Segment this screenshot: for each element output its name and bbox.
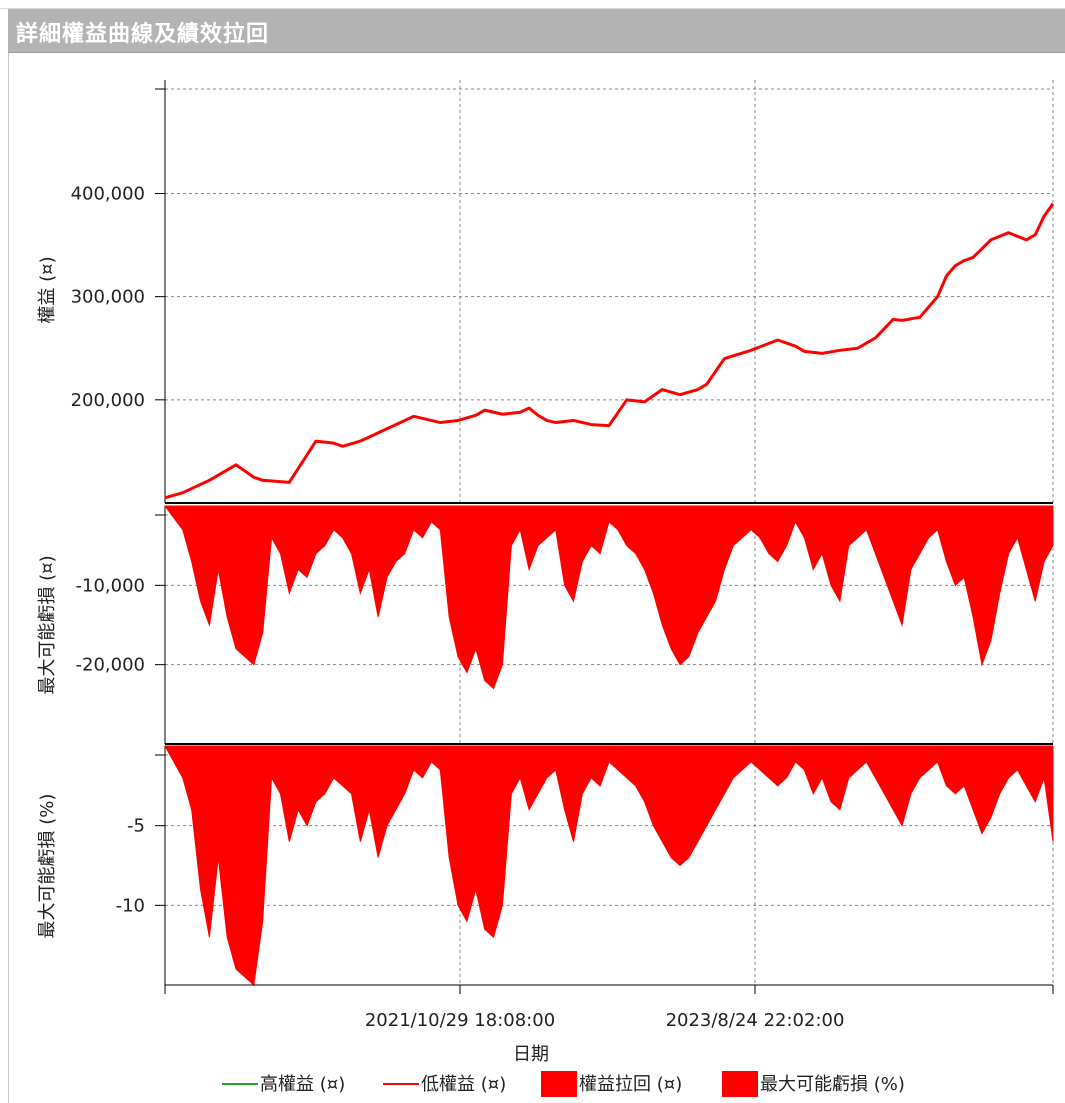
- legend-label: 高權益 (¤): [260, 1074, 345, 1095]
- panel-titlebar: 詳細權益曲線及績效拉回: [8, 9, 1065, 53]
- y-tick-label: 400,000: [71, 183, 145, 204]
- y-tick-label: -10,000: [76, 575, 145, 596]
- y-tick-label: -20,000: [76, 655, 145, 676]
- panel-border: [8, 53, 9, 1103]
- y-axis-label: 最大可能虧損 (%): [37, 794, 58, 939]
- chart-panel-1: 200,000 300,000 400,000 權益 (¤): [37, 80, 1055, 504]
- y-axis-label: 權益 (¤): [37, 256, 58, 323]
- legend: 高權益 (¤) 低權益 (¤) 權益拉回 (¤) 最大可能虧損 (%): [222, 1071, 905, 1097]
- x-tick-label: 2021/10/29 18:08:00: [365, 1010, 555, 1031]
- y-tick-label: 300,000: [71, 287, 145, 308]
- y-tick-label: -10: [116, 895, 145, 916]
- x-axis-label: 日期: [513, 1044, 549, 1065]
- chart-panel-3: -5 -10 最大可能虧損 (%): [37, 745, 1054, 986]
- series-area: [164, 505, 1054, 690]
- y-tick-label: -5: [127, 816, 145, 837]
- series-area: [164, 745, 1054, 986]
- legend-swatch-box: [722, 1071, 758, 1097]
- y-axis-label: 最大可能虧損 (¤): [37, 555, 58, 694]
- window-frame: [0, 0, 1065, 9]
- legend-label: 低權益 (¤): [421, 1074, 506, 1095]
- y-tick-label: 200,000: [71, 390, 145, 411]
- panel-title: 詳細權益曲線及績效拉回: [16, 22, 270, 47]
- series-line-low-equity: [164, 202, 1055, 500]
- chart-panel-2: -10,000 -20,000 最大可能虧損 (¤): [37, 505, 1054, 745]
- legend-label: 最大可能虧損 (%): [760, 1074, 905, 1095]
- legend-label: 權益拉回 (¤): [579, 1074, 682, 1095]
- legend-swatch-box: [541, 1071, 577, 1097]
- x-tick-label: 2023/8/24 22:02:00: [666, 1010, 845, 1031]
